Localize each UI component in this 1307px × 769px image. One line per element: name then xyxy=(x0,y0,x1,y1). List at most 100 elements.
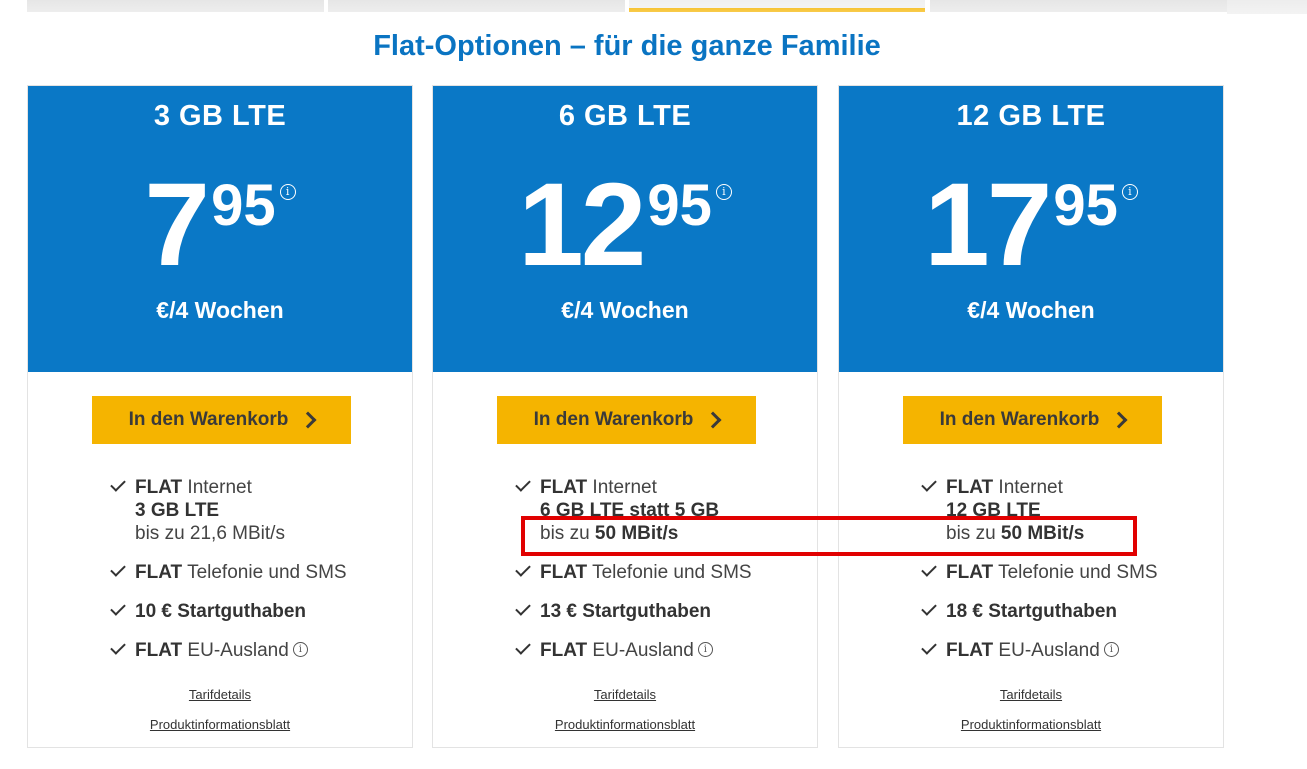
check-icon xyxy=(515,476,531,492)
plan-card-6gb: 6 GB LTE 1295 i €/4 Wochen In den Warenko… xyxy=(432,85,818,748)
price-cents: 95 xyxy=(647,173,712,238)
produktinformationsblatt-link[interactable]: Produktinformationsblatt xyxy=(960,717,1102,732)
feature-credit: 13 € Startguthaben xyxy=(513,600,711,623)
info-icon[interactable]: i xyxy=(1103,642,1119,657)
plan-header: 12 GB LTE 1795 i €/4 Wochen xyxy=(839,86,1223,372)
right-shade xyxy=(1227,0,1307,14)
page-title: Flat-Optionen – für die ganze Familie xyxy=(373,30,881,62)
plan-name: 3 GB LTE xyxy=(153,100,287,132)
check-icon xyxy=(921,561,937,577)
tab-2[interactable] xyxy=(328,0,625,12)
feature-text: Internet xyxy=(587,477,657,498)
price-cents: 95 xyxy=(1053,173,1118,238)
feature-volume: 12 GB LTE xyxy=(946,500,1041,521)
feature-eu: FLAT EU-Ausland i xyxy=(108,639,308,662)
check-icon xyxy=(921,476,937,492)
feature-text: Telefonie und SMS xyxy=(993,562,1158,583)
feature-volume: 3 GB LTE xyxy=(135,500,220,521)
check-icon xyxy=(921,600,937,616)
add-to-cart-label: In den Warenkorb xyxy=(939,409,1100,430)
add-to-cart-label: In den Warenkorb xyxy=(128,409,289,430)
feature-speed: bis zu xyxy=(946,523,1001,544)
feature-flat-label: FLAT xyxy=(540,562,588,583)
tab-3-active[interactable] xyxy=(629,0,925,12)
check-icon xyxy=(515,639,531,655)
plan-header: 3 GB LTE 795 i €/4 Wochen xyxy=(28,86,412,372)
feature-flat-label: FLAT xyxy=(946,640,994,661)
produktinformationsblatt-link[interactable]: Produktinformationsblatt xyxy=(554,717,696,732)
feature-credit-text: 13 € Startguthaben xyxy=(540,601,712,622)
price-unit: €/4 Wochen xyxy=(967,297,1095,323)
feature-phone: FLAT Telefonie und SMS xyxy=(919,561,1158,584)
tarifdetails-link[interactable]: Tarifdetails xyxy=(999,687,1063,702)
feature-flat-label: FLAT xyxy=(135,562,183,583)
check-icon xyxy=(515,600,531,616)
tarifdetails-link[interactable]: Tarifdetails xyxy=(188,687,252,702)
plan-card-12gb: 12 GB LTE 1795 i €/4 Wochen In den Warenk… xyxy=(838,85,1224,748)
produktinformationsblatt-link[interactable]: Produktinformationsblatt xyxy=(149,717,291,732)
feature-volume: 6 GB LTE statt 5 GB xyxy=(540,500,720,521)
feature-text: EU-Ausland xyxy=(587,640,694,661)
add-to-cart-label: In den Warenkorb xyxy=(533,409,694,430)
info-icon[interactable]: i xyxy=(279,184,296,200)
chevron-right-icon xyxy=(299,411,317,429)
feature-text: EU-Ausland xyxy=(993,640,1100,661)
check-icon xyxy=(110,476,126,492)
feature-phone: FLAT Telefonie und SMS xyxy=(513,561,752,584)
tab-strip xyxy=(27,0,1227,14)
price: 1795 i xyxy=(839,160,1223,290)
feature-text: Telefonie und SMS xyxy=(587,562,752,583)
feature-credit-text: 10 € Startguthaben xyxy=(135,601,307,622)
tab-1[interactable] xyxy=(27,0,324,12)
feature-speed-value: 50 MBit/s xyxy=(594,523,679,544)
feature-credit-text: 18 € Startguthaben xyxy=(946,601,1118,622)
feature-speed: bis zu xyxy=(540,523,595,544)
plan-name: 6 GB LTE xyxy=(558,100,692,132)
check-icon xyxy=(110,561,126,577)
price-unit: €/4 Wochen xyxy=(561,297,689,323)
feature-eu: FLAT EU-Ausland i xyxy=(919,639,1119,662)
check-icon xyxy=(515,561,531,577)
price-main: 12 xyxy=(518,159,646,291)
plan-card-3gb: 3 GB LTE 795 i €/4 Wochen In den Warenkor… xyxy=(27,85,413,748)
price-unit: €/4 Wochen xyxy=(156,297,284,323)
info-icon[interactable]: i xyxy=(292,642,308,657)
price: 795 i xyxy=(28,160,412,290)
feature-credit: 18 € Startguthaben xyxy=(919,600,1117,623)
feature-speed-value: 50 MBit/s xyxy=(1000,523,1085,544)
info-icon[interactable]: i xyxy=(697,642,713,657)
info-icon[interactable]: i xyxy=(1121,184,1138,200)
tarifdetails-link[interactable]: Tarifdetails xyxy=(593,687,657,702)
add-to-cart-button[interactable]: In den Warenkorb xyxy=(903,396,1162,444)
feature-text: Internet xyxy=(993,477,1063,498)
feature-flat-label: FLAT xyxy=(135,477,183,498)
feature-text: Internet xyxy=(182,477,252,498)
price-main: 17 xyxy=(924,159,1052,291)
price-cents: 95 xyxy=(211,173,276,238)
feature-flat-label: FLAT xyxy=(135,640,183,661)
check-icon xyxy=(110,639,126,655)
feature-flat-label: FLAT xyxy=(946,562,994,583)
chevron-right-icon xyxy=(704,411,722,429)
feature-text: Telefonie und SMS xyxy=(182,562,347,583)
check-icon xyxy=(921,639,937,655)
feature-text: EU-Ausland xyxy=(182,640,289,661)
info-icon[interactable]: i xyxy=(715,184,732,200)
price-main: 7 xyxy=(144,159,210,291)
feature-flat-label: FLAT xyxy=(540,640,588,661)
chevron-right-icon xyxy=(1110,411,1128,429)
feature-internet: FLAT Internet 3 GB LTE bis zu 21,6 MBit/… xyxy=(108,476,285,545)
feature-credit: 10 € Startguthaben xyxy=(108,600,306,623)
feature-internet: FLAT Internet 6 GB LTE statt 5 GB bis zu… xyxy=(513,476,719,545)
add-to-cart-button[interactable]: In den Warenkorb xyxy=(497,396,756,444)
feature-speed: bis zu 21,6 MBit/s xyxy=(135,523,285,544)
feature-phone: FLAT Telefonie und SMS xyxy=(108,561,347,584)
feature-internet: FLAT Internet 12 GB LTE bis zu 50 MBit/s xyxy=(919,476,1084,545)
add-to-cart-button[interactable]: In den Warenkorb xyxy=(92,396,351,444)
feature-flat-label: FLAT xyxy=(946,477,994,498)
price: 1295 i xyxy=(433,160,817,290)
tab-4[interactable] xyxy=(930,0,1227,12)
plan-name: 12 GB LTE xyxy=(956,100,1106,132)
feature-flat-label: FLAT xyxy=(540,477,588,498)
